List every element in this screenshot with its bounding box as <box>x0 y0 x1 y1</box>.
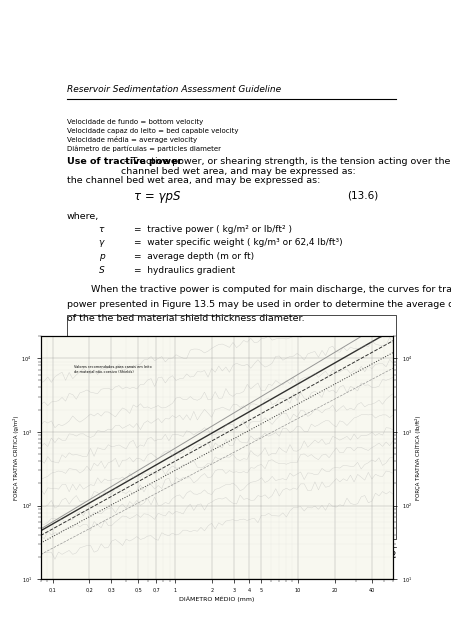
Text: =  average depth (m or ft): = average depth (m or ft) <box>133 252 253 261</box>
Text: of the the bed material shield thickness diameter.: of the the bed material shield thickness… <box>67 314 304 323</box>
Text: Valores recomendados para canais em leito
de material não-coesivo (Shields): Valores recomendados para canais em leit… <box>74 365 152 374</box>
Text: Reservoir Sedimentation Assessment Guideline: Reservoir Sedimentation Assessment Guide… <box>67 85 281 94</box>
Text: Velocidade média = average velocity: Velocidade média = average velocity <box>67 136 197 143</box>
Y-axis label: FORÇA TRATIVA CRÍTICA (g/m²): FORÇA TRATIVA CRÍTICA (g/m²) <box>13 415 18 500</box>
Text: Use of tractive power: Use of tractive power <box>67 157 182 166</box>
Text: τ = γpS: τ = γpS <box>133 190 179 203</box>
Text: the channel bed wet area, and may be expressed as:: the channel bed wet area, and may be exp… <box>67 177 320 186</box>
Text: power presented in Figure 13.5 may be used in order to determine the average dia: power presented in Figure 13.5 may be us… <box>67 300 451 308</box>
Text: Velocidade capaz do leito = bed capable velocity: Velocidade capaz do leito = bed capable … <box>67 127 238 134</box>
Text: =  hydraulics gradient: = hydraulics gradient <box>133 266 235 275</box>
Text: =  water specific weight ( kg/m³ or 62,4 lb/ft³): = water specific weight ( kg/m³ or 62,4 … <box>133 239 341 248</box>
Text: p: p <box>98 252 110 261</box>
Y-axis label: FORÇA TRATIVA CRÍTICA (lb/ft²): FORÇA TRATIVA CRÍTICA (lb/ft²) <box>414 415 420 500</box>
Text: γ: γ <box>98 239 110 248</box>
Text: S: S <box>98 266 110 275</box>
Text: where,: where, <box>67 212 99 221</box>
Text: When the tractive power is computed for main discharge, the curves for tractive: When the tractive power is computed for … <box>67 285 451 294</box>
Text: Diâmetro de partículas = particles diameter: Diâmetro de partículas = particles diame… <box>67 145 221 152</box>
Text: τ: τ <box>98 225 110 234</box>
Text: 82: 82 <box>384 551 396 560</box>
Text: – Tractive power, or shearing strength, is the tension acting over the channel b: – Tractive power, or shearing strength, … <box>120 157 449 176</box>
FancyBboxPatch shape <box>67 315 396 539</box>
Text: =  tractive power ( kg/m² or lb/ft² ): = tractive power ( kg/m² or lb/ft² ) <box>133 225 291 234</box>
Text: ANEEL – Brazilian Electricity Regulatory Agency / SIH – Hydrologic Studies and I: ANEEL – Brazilian Electricity Regulatory… <box>67 551 391 556</box>
X-axis label: DIÂMETRO MÉDIO (mm): DIÂMETRO MÉDIO (mm) <box>179 596 254 602</box>
Text: Velocidade de fundo = bottom velocity: Velocidade de fundo = bottom velocity <box>67 118 203 125</box>
Text: (13.6): (13.6) <box>347 190 378 200</box>
